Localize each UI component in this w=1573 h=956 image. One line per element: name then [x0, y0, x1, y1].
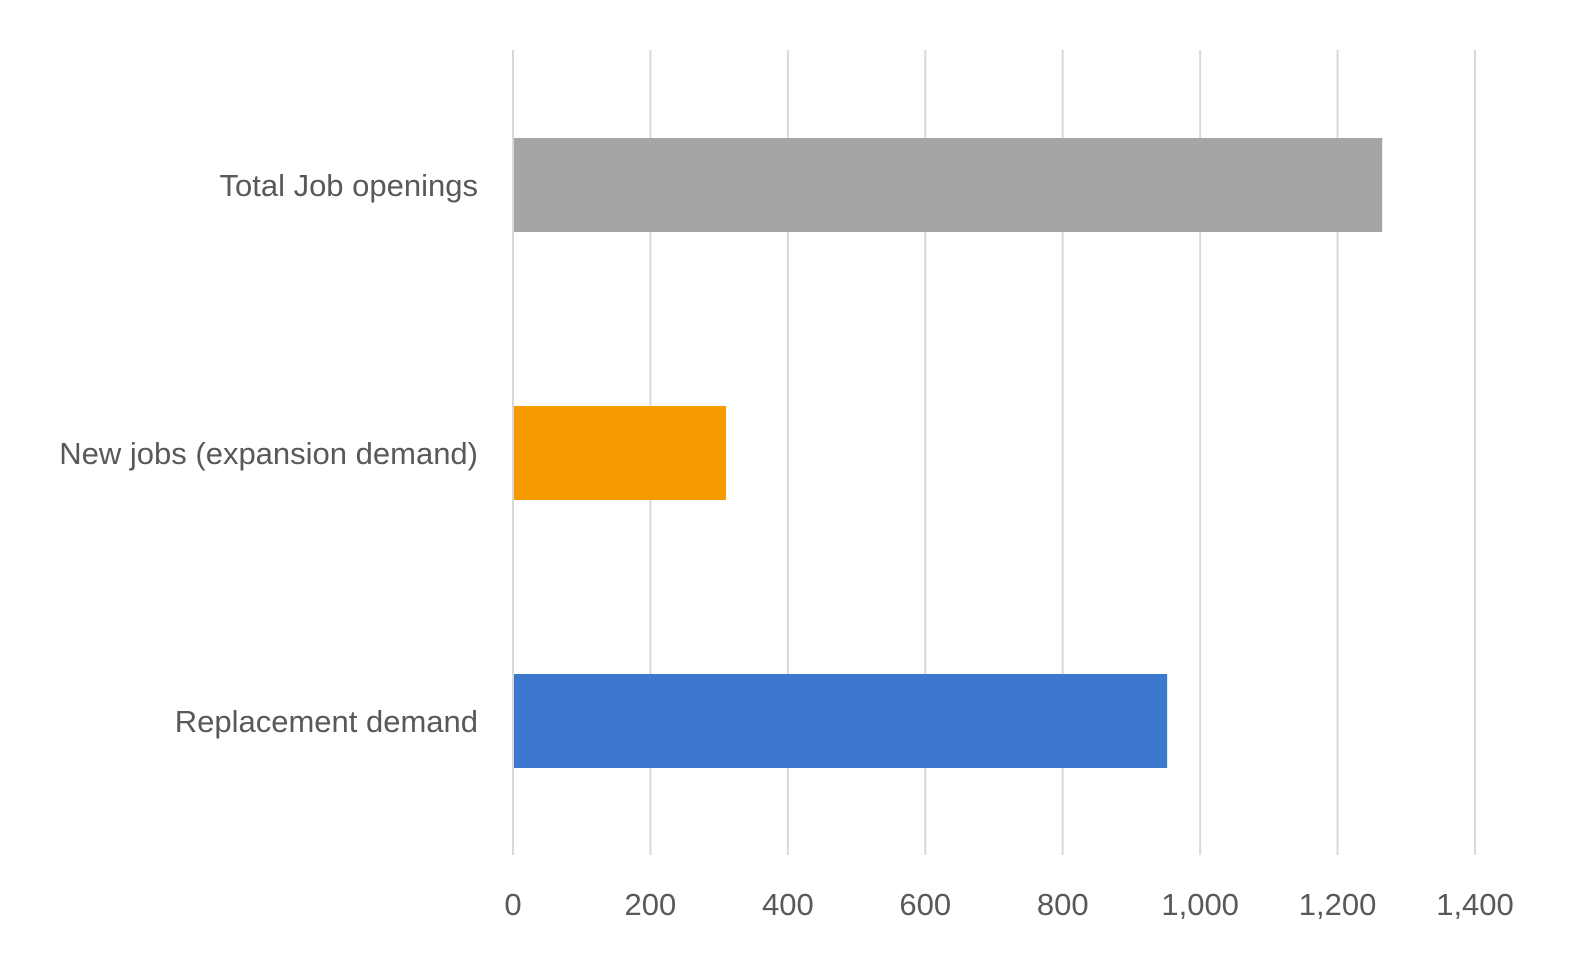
category-label: Replacement demand: [175, 704, 478, 739]
category-labels: Total Job openings New jobs (expansion de…: [59, 168, 478, 739]
bar-new-jobs-expansion-demand: [514, 406, 727, 500]
bars: [514, 138, 1383, 768]
bar-total-job-openings: [514, 138, 1383, 232]
x-tick-label: 1,400: [1436, 887, 1514, 922]
bar-replacement-demand: [514, 674, 1168, 768]
x-tick-label: 600: [899, 887, 951, 922]
x-tick-label: 400: [762, 887, 814, 922]
x-axis-tick-labels: 0 200 400 600 800 1,000 1,200 1,400: [504, 887, 1513, 922]
x-tick-label: 1,000: [1161, 887, 1239, 922]
x-tick-label: 200: [625, 887, 677, 922]
x-tick-label: 0: [504, 887, 521, 922]
x-tick-label: 1,200: [1299, 887, 1377, 922]
category-label: New jobs (expansion demand): [59, 436, 478, 471]
x-tick-label: 800: [1037, 887, 1089, 922]
category-label: Total Job openings: [219, 168, 478, 203]
